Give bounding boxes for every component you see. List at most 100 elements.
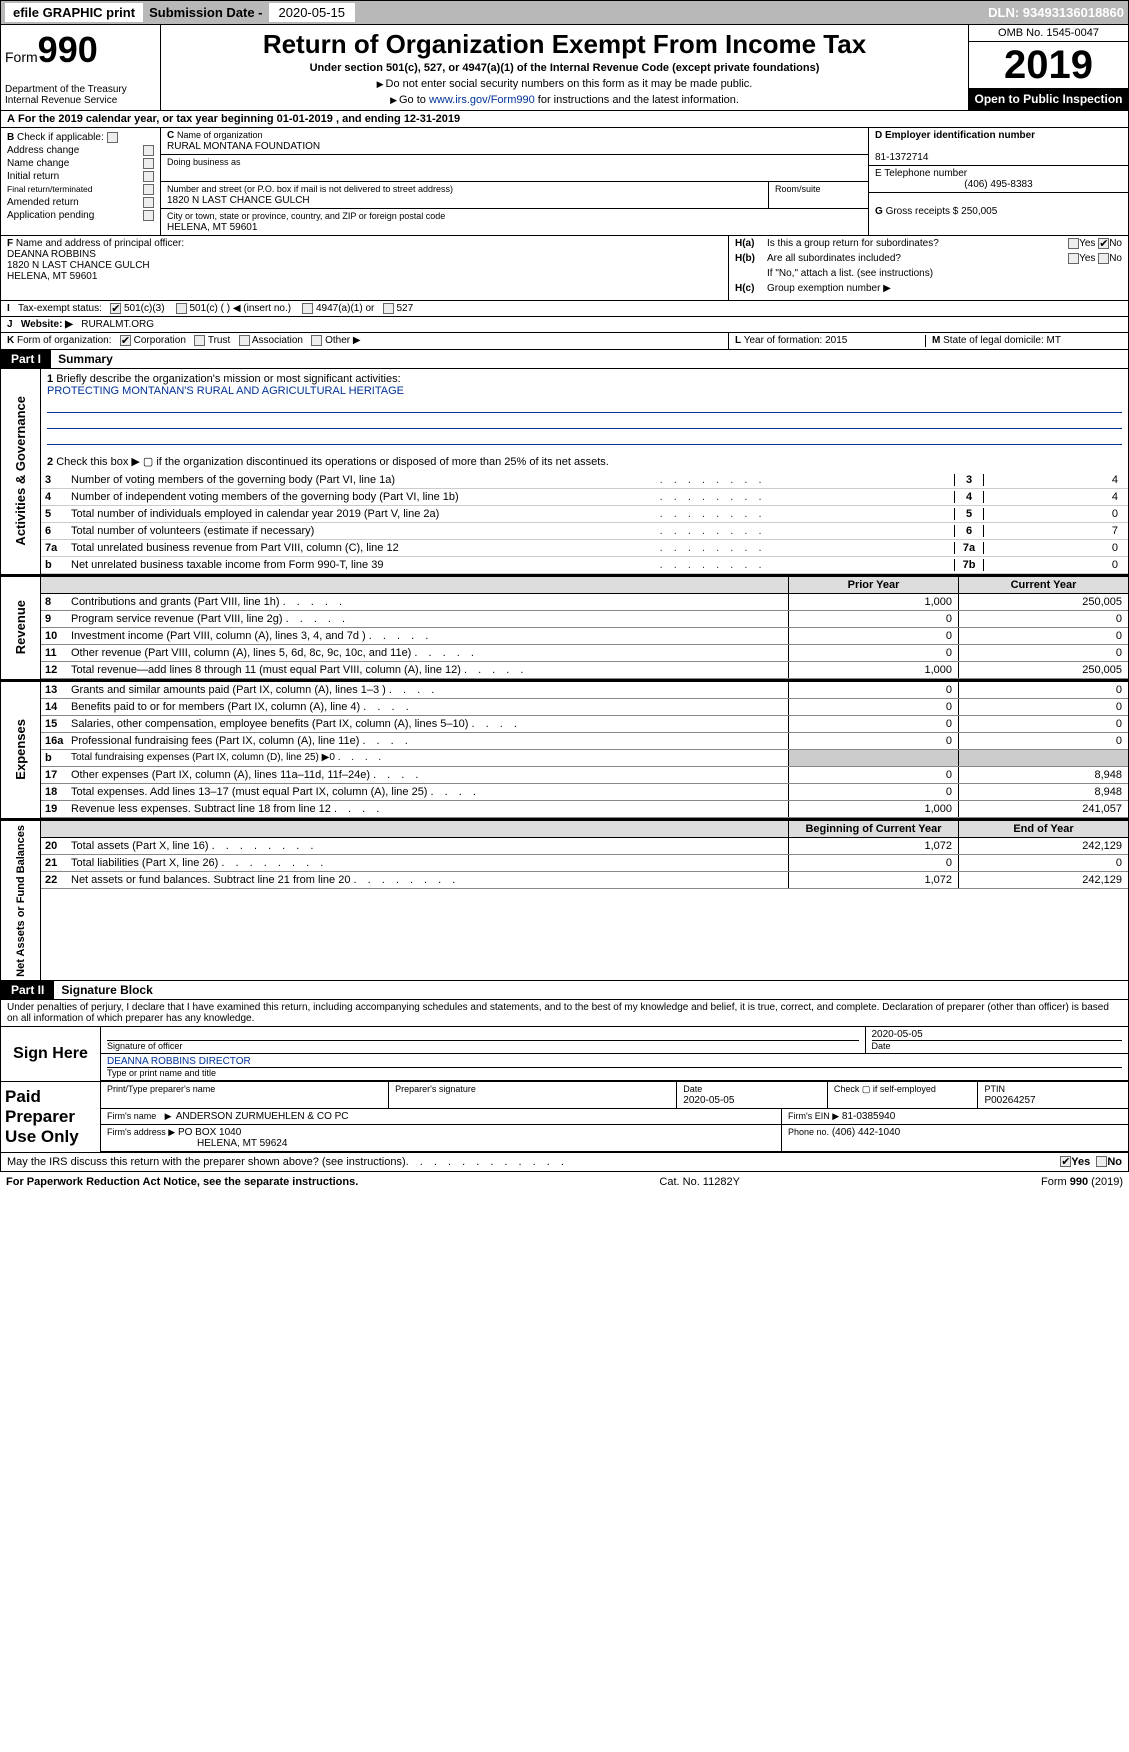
vert-gov-label: Activities & Governance [11,392,30,550]
activities-governance: Activities & Governance 1 Briefly descri… [0,369,1129,575]
subtitle-1: Under section 501(c), 527, or 4947(a)(1)… [171,62,958,74]
checkbox-amended[interactable] [143,197,154,208]
omb-number: OMB No. 1545-0047 [969,25,1128,42]
officer-printed-name[interactable]: DEANNA ROBBINS DIRECTOR [107,1056,251,1067]
gross-receipts: 250,005 [961,206,997,217]
opt-4947: 4947(a)(1) or [316,303,374,314]
discuss-yes[interactable] [1060,1156,1071,1167]
exp-line-15: 15 Salaries, other compensation, employe… [41,716,1128,733]
ha-no[interactable] [1098,238,1109,249]
rev-line-9: 9 Program service revenue (Part VIII, li… [41,611,1128,628]
corp-check[interactable] [120,335,131,346]
prep-name-label: Print/Type preparer's name [107,1084,215,1094]
part2-title: Signature Block [57,983,152,997]
topbar: efile GRAPHIC print Submission Date - 20… [0,0,1129,25]
trust-check[interactable] [194,335,205,346]
527-check[interactable] [383,303,394,314]
col-end: End of Year [958,821,1128,837]
footer: For Paperwork Reduction Act Notice, see … [0,1172,1129,1192]
phone-value: (406) 495-8383 [875,179,1122,190]
underline-3 [47,431,1122,445]
checkbox-pending[interactable] [143,210,154,221]
net-col-header: Beginning of Current Year End of Year [41,821,1128,838]
part1-header-row: Part I Summary [0,350,1129,369]
tax-year: 2019 [969,42,1128,88]
header-left: Form990 Department of the Treasury Inter… [1,25,161,110]
col-b-checks: B Check if applicable: Address change Na… [1,128,161,235]
gov-line-3: 3 Number of voting members of the govern… [41,472,1128,489]
checkbox-name[interactable] [143,158,154,169]
city-label: City or town, state or province, country… [167,211,445,221]
gov-line-6: 6 Total number of volunteers (estimate i… [41,523,1128,540]
other-check[interactable] [311,335,322,346]
discuss-no[interactable] [1096,1156,1107,1167]
checkbox-initial[interactable] [143,171,154,182]
line2-text: Check this box ▶ ▢ if the organization d… [56,456,609,468]
check-applicable[interactable] [107,132,118,143]
prep-date: 2020-05-05 [683,1095,734,1106]
sign-here-label: Sign Here [1,1027,101,1081]
principal-officer: F Name and address of principal officer:… [1,236,728,300]
col-begin: Beginning of Current Year [788,821,958,837]
officer-addr1: 1820 N LAST CHANCE GULCH [7,260,150,271]
501c-check[interactable] [176,303,187,314]
checkbox-addr[interactable] [143,145,154,156]
i-label: I [7,303,10,314]
h-section: H(a) Is this a group return for subordin… [728,236,1128,300]
open-public-badge: Open to Public Inspection [969,88,1128,110]
mission-text[interactable]: PROTECTING MONTANAN'S RURAL AND AGRICULT… [47,385,404,397]
ha-label: H(a) [735,238,767,249]
col-b-mid: C Name of organization RURAL MONTANA FOU… [161,128,868,235]
gov-line-b: b Net unrelated business taxable income … [41,557,1128,574]
checkbox-final[interactable] [143,184,154,195]
dba-label: Doing business as [167,157,241,167]
irs-link[interactable]: www.irs.gov/Form990 [429,94,535,106]
date-label: Date [872,1040,1123,1051]
ptin-value: P00264257 [984,1095,1035,1106]
website-label: Website: ▶ [21,319,73,330]
4947-check[interactable] [302,303,313,314]
prep-sig-label: Preparer's signature [395,1084,476,1094]
vert-rev-label: Revenue [11,596,30,658]
m-text: State of legal domicile: [943,335,1044,346]
hb-label: H(b) [735,253,767,264]
c-label: C [167,130,174,141]
org-name: RURAL MONTANA FOUNDATION [167,141,320,152]
firm-addr2: HELENA, MT 59624 [197,1138,287,1149]
501c3-check[interactable] [110,303,121,314]
officer-name: DEANNA ROBBINS [7,249,96,260]
assoc-check[interactable] [239,335,250,346]
col-current: Current Year [958,577,1128,593]
officer-addr2: HELENA, MT 59601 [7,271,97,282]
dots: . . . . . . . . . . . . [406,1156,1061,1168]
org-address: 1820 N LAST CHANCE GULCH [167,195,310,206]
ha-text: Is this a group return for subordinates? [767,238,1068,249]
hb-yes[interactable] [1068,253,1079,264]
ha-yes[interactable] [1068,238,1079,249]
form-org-label: Form of organization: [17,336,112,347]
footer-right: Form 990 (2019) [1041,1176,1123,1188]
underline-2 [47,415,1122,429]
firm-ein: 81-0385940 [842,1111,895,1122]
net-line-22: 22 Net assets or fund balances. Subtract… [41,872,1128,889]
expenses-section: Expenses 13 Grants and similar amounts p… [0,680,1129,819]
firm-name-label: Firm's name [107,1111,156,1121]
part1-badge: Part I [1,350,51,368]
hc-text: Group exemption number ▶ [767,283,1122,294]
check-pending: Application pending [7,210,94,221]
opt-501c3: 501(c)(3) [124,303,165,314]
vert-exp-label: Expenses [11,715,30,784]
exp-line-14: 14 Benefits paid to or for members (Part… [41,699,1128,716]
paid-preparer-label: Paid Preparer Use Only [1,1082,101,1152]
g-label: G [875,206,883,217]
check-final: Final return/terminated [7,184,93,195]
underline-1 [47,399,1122,413]
f-label: F [7,238,13,249]
f-text: Name and address of principal officer: [16,238,184,249]
ein-value: 81-1372714 [875,152,928,163]
hb-no[interactable] [1098,253,1109,264]
check-amended: Amended return [7,197,79,208]
m-label: M [932,335,940,346]
hb-note: If "No," attach a list. (see instruction… [767,268,1122,279]
opt-corp: Corporation [134,336,186,347]
